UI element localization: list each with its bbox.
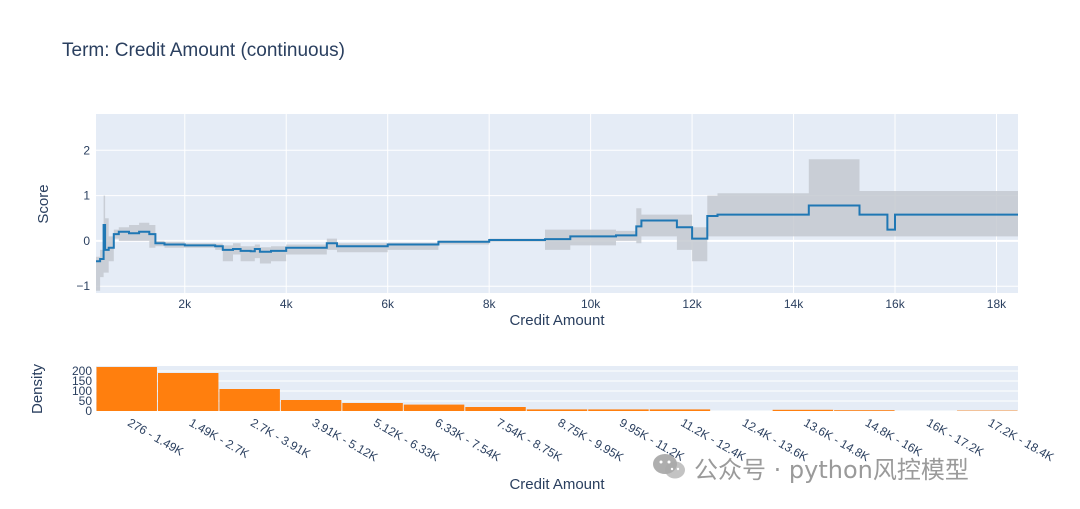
- score-y-tick-label: 2: [83, 143, 90, 157]
- chart-title: Term: Credit Amount (continuous): [62, 40, 346, 61]
- watermark: 公众号 · python风控模型: [652, 449, 969, 485]
- density-bar: [526, 409, 588, 411]
- score-x-tick-label: 8k: [483, 297, 497, 311]
- density-y-tick-label: 0: [85, 404, 92, 418]
- density-y-axis-label: Density: [29, 363, 46, 414]
- density-bar: [403, 404, 465, 411]
- score-y-tick-label: −1: [76, 279, 90, 293]
- watermark-text: 公众号 · python风控模型: [694, 455, 969, 484]
- score-error-band: [96, 159, 1018, 291]
- score-x-tick-label: 12k: [682, 297, 702, 311]
- density-y-tick-label: 200: [72, 364, 92, 378]
- wechat-icon: [653, 454, 685, 479]
- density-x-tick-label: 2.7K - 3.91K: [248, 415, 313, 460]
- density-x-tick-label: 1.49K - 2.7K: [187, 415, 252, 460]
- density-y-tick-label: 50: [79, 394, 93, 408]
- density-y-tick-label: 150: [72, 374, 92, 388]
- density-y-tick-label: 100: [72, 384, 92, 398]
- density-bar: [834, 410, 895, 411]
- score-x-tick-label: 4k: [280, 297, 294, 311]
- density-bar: [342, 403, 403, 411]
- density-x-tick-label: 7.54K - 8.75K: [494, 415, 565, 464]
- score-band-area: [96, 159, 1018, 291]
- density-bar: [96, 367, 157, 411]
- density-bar: [465, 407, 526, 411]
- score-x-tick-label: 14k: [784, 297, 804, 311]
- density-bar: [588, 409, 649, 411]
- density-x-tick-label: 6.33K - 7.54K: [433, 415, 504, 464]
- score-x-axis-label: Credit Amount: [509, 312, 605, 329]
- score-x-tick-label: 2k: [178, 297, 192, 311]
- score-line: [96, 204, 1018, 263]
- density-bar: [772, 409, 834, 411]
- score-x-tick-label: 18k: [987, 297, 1007, 311]
- score-y-axis-label: Score: [35, 184, 52, 223]
- density-bar: [219, 389, 280, 411]
- score-x-ticks: 2k 4k 6k 8k 10k 12k 14k 16k 18k: [178, 297, 1007, 311]
- density-bar: [280, 400, 342, 411]
- density-bars: [96, 367, 1018, 411]
- density-x-tick-label: 5.12K - 6.33K: [371, 415, 442, 464]
- score-y-ticks: −1 0 1 2: [76, 143, 90, 293]
- density-x-tick-label: 17.2K - 18.4K: [986, 415, 1057, 464]
- score-x-tick-label: 16k: [885, 297, 905, 311]
- density-x-tick-label: 8.75K - 9.95K: [556, 415, 627, 464]
- density-x-axis-label: Credit Amount: [509, 476, 605, 493]
- score-x-tick-label: 10k: [581, 297, 601, 311]
- density-bar: [157, 373, 219, 411]
- score-x-tick-label: 6k: [381, 297, 395, 311]
- density-x-tick-label: 276 - 1.49K: [125, 415, 186, 458]
- score-y-tick-label: 1: [83, 189, 90, 203]
- density-bar: [649, 409, 711, 411]
- score-y-tick-label: 0: [83, 234, 90, 248]
- density-x-tick-label: 3.91K - 5.12K: [310, 415, 381, 464]
